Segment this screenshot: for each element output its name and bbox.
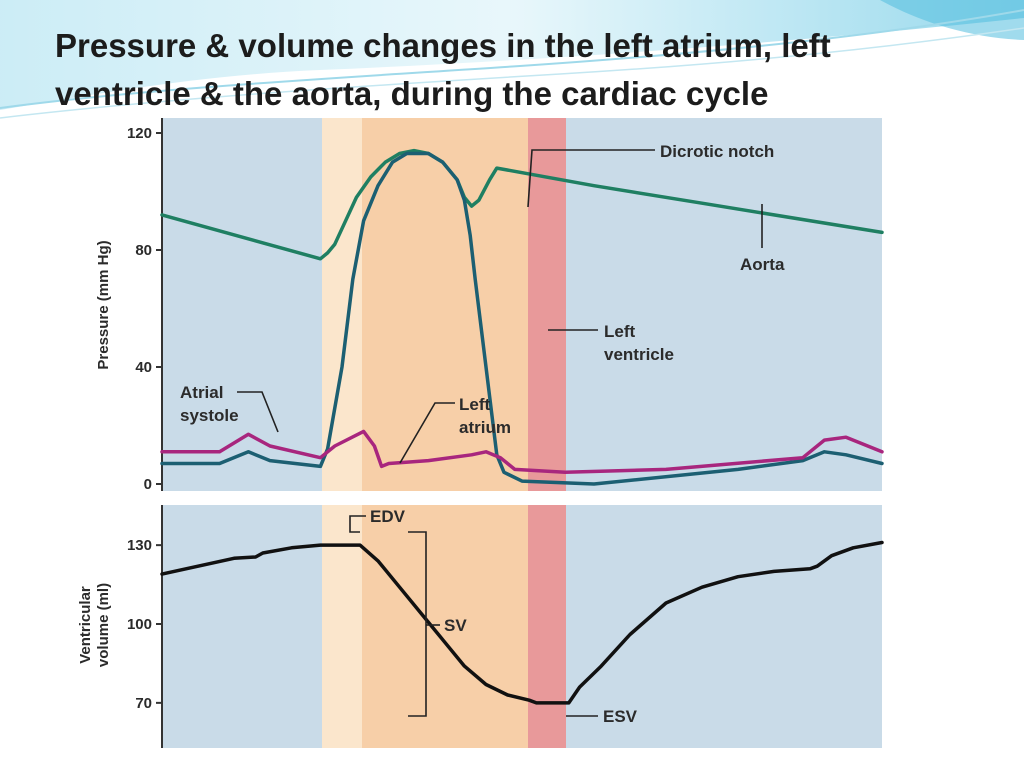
pressure-y-tick-label: 80 bbox=[135, 242, 152, 259]
atrial-systole-label-line-1: Atrial bbox=[180, 383, 223, 402]
volume-band-ejection bbox=[362, 505, 528, 748]
left-ventricle-label-line-2: ventricle bbox=[604, 345, 674, 364]
pressure-y-tick-label: 120 bbox=[127, 125, 152, 142]
pressure-y-tick-label: 40 bbox=[135, 359, 152, 376]
pressure-band-ejection bbox=[362, 118, 528, 491]
edv-bracket bbox=[349, 515, 366, 533]
sv-bracket bbox=[408, 531, 427, 717]
left-atrium-line bbox=[160, 429, 884, 475]
left-atrium-leader bbox=[399, 402, 455, 464]
volume-band-relaxation bbox=[528, 505, 566, 748]
volume-y-axis-label-group: Ventricular volume (ml) bbox=[77, 583, 112, 667]
esv-label: ESV bbox=[603, 707, 638, 726]
left-atrium-label-line-2: atrium bbox=[459, 418, 511, 437]
ventricular-volume-line bbox=[160, 540, 884, 705]
slide-title: Pressure & volume changes in the left at… bbox=[55, 22, 955, 118]
dicrotic-notch-label: Dicrotic notch bbox=[660, 142, 774, 161]
slide-background-waves bbox=[0, 0, 1024, 119]
sv-label: SV bbox=[444, 616, 467, 635]
pressure-y-axis-label: Pressure (mm Hg) bbox=[95, 240, 112, 369]
pressure-y-tick-label: 0 bbox=[144, 476, 152, 493]
left-ventricle-label-line-1: Left bbox=[604, 322, 636, 341]
aorta-label: Aorta bbox=[740, 255, 785, 274]
volume-y-tick-label: 100 bbox=[127, 616, 152, 633]
volume-y-axis-label-line-2: volume (ml) bbox=[95, 583, 112, 667]
dicrotic-notch-leader bbox=[527, 149, 655, 208]
volume-y-tick-label: 130 bbox=[127, 537, 152, 554]
left-atrium-label-line-1: Left bbox=[459, 395, 491, 414]
atrial-systole-leader bbox=[237, 391, 279, 433]
volume-band-atrial bbox=[322, 505, 362, 748]
volume-y-axis-label-line-1: Ventricular bbox=[77, 586, 94, 664]
slide-title-line-1: Pressure & volume changes in the left at… bbox=[55, 27, 831, 64]
edv-label: EDV bbox=[370, 507, 406, 526]
atrial-systole-label-line-2: systole bbox=[180, 406, 239, 425]
slide-title-line-2: ventricle & the aorta, during the cardia… bbox=[55, 75, 769, 112]
pressure-band-atrial bbox=[322, 118, 362, 491]
volume-y-tick-label: 70 bbox=[135, 695, 152, 712]
